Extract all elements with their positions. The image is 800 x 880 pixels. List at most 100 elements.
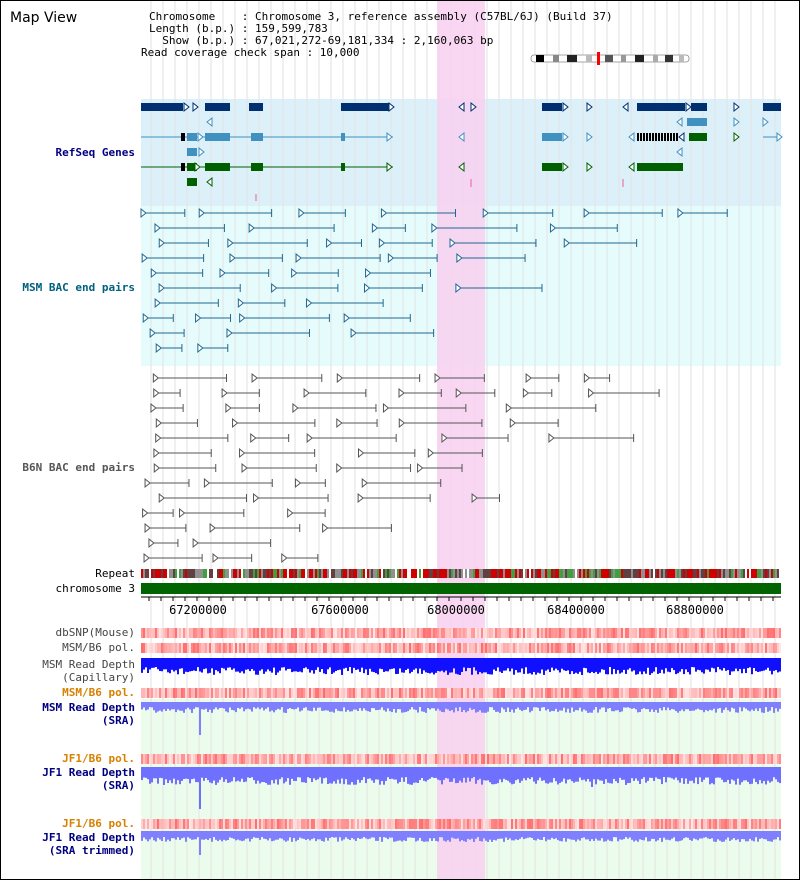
heat-cell	[575, 688, 577, 698]
heat-cell	[403, 754, 405, 764]
depth-bar	[701, 702, 703, 711]
repeat-element	[455, 569, 457, 578]
heat-cell	[645, 754, 647, 764]
gene-exon	[673, 133, 675, 141]
heat-cell	[757, 819, 759, 829]
depth-bar	[645, 767, 647, 783]
depth-bar	[643, 767, 645, 778]
depth-bar	[241, 831, 243, 842]
heat-cell	[523, 628, 525, 638]
heat-cell	[565, 628, 567, 638]
heat-cell	[563, 754, 565, 764]
depth-bar	[523, 831, 525, 840]
heat-cell	[549, 643, 551, 653]
heat-cell	[527, 628, 529, 638]
heat-cell	[327, 819, 329, 829]
depth-bar	[607, 767, 609, 783]
depth-bar	[597, 658, 599, 674]
depth-bar	[689, 658, 691, 675]
repeat-element	[157, 569, 159, 578]
repeat-element	[625, 569, 627, 578]
repeat-element	[581, 569, 583, 578]
b6n-bac-end-pairs[interactable]	[142, 372, 660, 564]
depth-bar	[369, 658, 371, 669]
depth-bar	[225, 702, 227, 712]
depth-bar	[649, 702, 651, 712]
depth-bar	[707, 658, 709, 670]
heat-cell	[651, 643, 653, 653]
heat-cell	[185, 754, 187, 764]
heat-cell	[435, 688, 437, 698]
heat-cell	[635, 754, 637, 764]
heat-cell	[517, 628, 519, 638]
depth-bar	[325, 702, 327, 711]
depth-bar	[283, 658, 285, 668]
heat-cell	[523, 643, 525, 653]
heat-cell	[287, 643, 289, 653]
heat-cell	[355, 688, 357, 698]
heat-cell	[451, 628, 453, 638]
heat-cell	[687, 819, 689, 829]
b6n-bac-track-label[interactable]: B6N BAC end pairs	[22, 461, 135, 474]
depth-bar	[643, 702, 645, 709]
depth-bar	[437, 702, 439, 709]
heat-cell	[263, 819, 265, 829]
heat-cell	[593, 819, 595, 829]
depth-bar	[503, 658, 505, 671]
repeat-element	[773, 569, 775, 578]
heat-cell	[187, 688, 189, 698]
heat-cell	[457, 643, 459, 653]
repeat-element	[681, 569, 683, 578]
depth-bar	[337, 767, 339, 780]
depth-bar	[491, 831, 493, 842]
heat-cell	[773, 819, 775, 829]
heat-cell	[157, 754, 159, 764]
repeat-element	[361, 569, 363, 578]
depth-bar	[403, 658, 405, 673]
heat-cell	[545, 688, 547, 698]
refseq-gene-features[interactable]	[141, 101, 783, 201]
heat-cell	[541, 754, 543, 764]
heat-cell	[187, 819, 189, 829]
heat-cell	[599, 754, 601, 764]
repeat-element	[511, 569, 513, 578]
gene-strand-arrow	[733, 101, 740, 113]
heat-cell	[603, 688, 605, 698]
heat-cell	[179, 628, 181, 638]
depth-bar	[629, 658, 631, 669]
heat-cell	[241, 628, 243, 638]
heat-cell	[761, 819, 763, 829]
depth-bar	[705, 702, 707, 711]
msm-bac-track-label[interactable]: MSM BAC end pairs	[22, 281, 135, 294]
heat-cell	[491, 643, 493, 653]
depth-bar	[325, 767, 327, 778]
heat-cell	[291, 643, 293, 653]
heat-cell	[605, 688, 607, 698]
heat-cell	[715, 643, 717, 653]
repeat-element	[465, 569, 467, 578]
depth-bar	[707, 767, 709, 778]
heat-cell	[259, 688, 261, 698]
depth-bar	[153, 767, 155, 779]
depth-bar	[353, 702, 355, 710]
heat-cell	[559, 643, 561, 653]
heat-cell	[529, 819, 531, 829]
bac-end-marker	[143, 552, 150, 564]
heat-cell	[539, 688, 541, 698]
msm-bac-end-pairs[interactable]	[140, 207, 728, 354]
heat-cell	[283, 819, 285, 829]
heat-cell	[765, 628, 767, 638]
heat-cell	[713, 628, 715, 638]
heat-cell	[271, 819, 273, 829]
refseq-track-label[interactable]: RefSeq Genes	[55, 146, 135, 159]
depth-bar	[587, 702, 589, 713]
heat-cell	[747, 754, 749, 764]
depth-bar	[427, 702, 429, 709]
depth-bar	[221, 702, 223, 708]
heat-cell	[701, 819, 703, 829]
heat-cell	[543, 688, 545, 698]
bac-end-marker	[212, 552, 219, 564]
depth-bar	[157, 702, 159, 712]
heat-cell	[591, 643, 593, 653]
